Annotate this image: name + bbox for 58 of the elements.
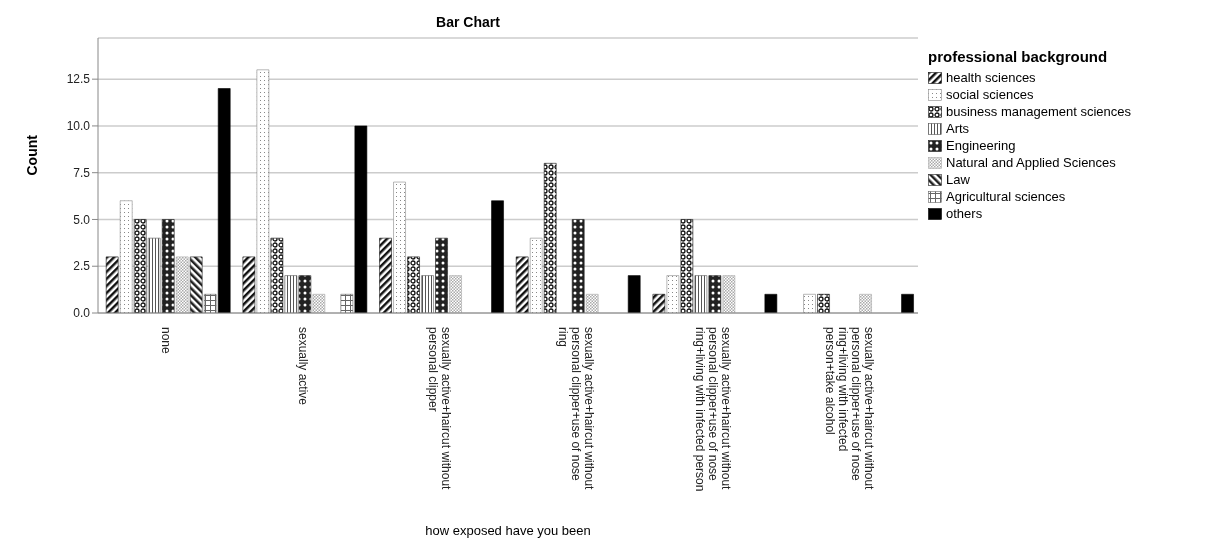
legend-label: health sciences (946, 70, 1036, 85)
bar (340, 293, 354, 313)
bar (379, 237, 392, 313)
legend-title: professional background (928, 48, 1109, 65)
bar (491, 200, 504, 313)
x-tick-label: sexually active (296, 327, 310, 406)
y-tick-label: 2.5 (73, 259, 91, 274)
y-tick-label: 7.5 (73, 165, 91, 180)
legend-label: others (946, 206, 983, 221)
legend-label: Agricultural sciences (946, 189, 1066, 204)
bar (585, 293, 599, 313)
bar (764, 293, 778, 313)
bar (543, 163, 557, 313)
bar (449, 275, 462, 313)
bar (680, 219, 694, 313)
x-axis-title: how exposed have you been (425, 523, 591, 538)
bar (817, 293, 830, 313)
bar (298, 275, 312, 313)
bar (708, 275, 722, 313)
bar (722, 275, 736, 313)
legend-label: Natural and Applied Sciences (946, 155, 1116, 170)
y-tick-label: 5.0 (73, 212, 91, 227)
bar (421, 275, 434, 313)
x-tick-label: sexually active+haircut without personal clipper+use of nose ring (556, 327, 597, 491)
legend-label: Arts (946, 121, 970, 136)
bar (217, 88, 231, 313)
bar (694, 275, 708, 313)
y-tick-label: 10.0 (66, 119, 91, 134)
bar (435, 237, 448, 313)
y-tick-label: 0.0 (73, 306, 91, 321)
x-tick-label: sexually active+haircut without personal clipper (426, 327, 454, 491)
bar (284, 275, 298, 313)
bar (270, 237, 284, 313)
bar (652, 293, 666, 313)
bar (175, 256, 189, 313)
bar (161, 219, 175, 313)
bar (354, 125, 368, 313)
bar (571, 219, 585, 313)
bar (147, 237, 161, 313)
bar (901, 293, 914, 313)
bar (105, 256, 119, 313)
chart-title: Bar Chart (435, 14, 501, 30)
legend-label: Law (946, 172, 970, 187)
bar (312, 293, 326, 313)
x-tick-label: none (159, 327, 174, 355)
bar (203, 293, 217, 313)
bar (189, 256, 203, 313)
bar (859, 293, 872, 313)
legend-label: Engineering (946, 138, 1016, 153)
legend-label: business management sciences (946, 104, 1131, 119)
legend-label: social sciences (946, 87, 1034, 102)
bar (242, 256, 256, 313)
bar (133, 219, 147, 313)
y-tick-label: 12.5 (66, 72, 91, 87)
bar (407, 256, 420, 313)
y-axis-title: Count (23, 134, 40, 176)
bar (627, 275, 641, 313)
bar (515, 256, 529, 313)
